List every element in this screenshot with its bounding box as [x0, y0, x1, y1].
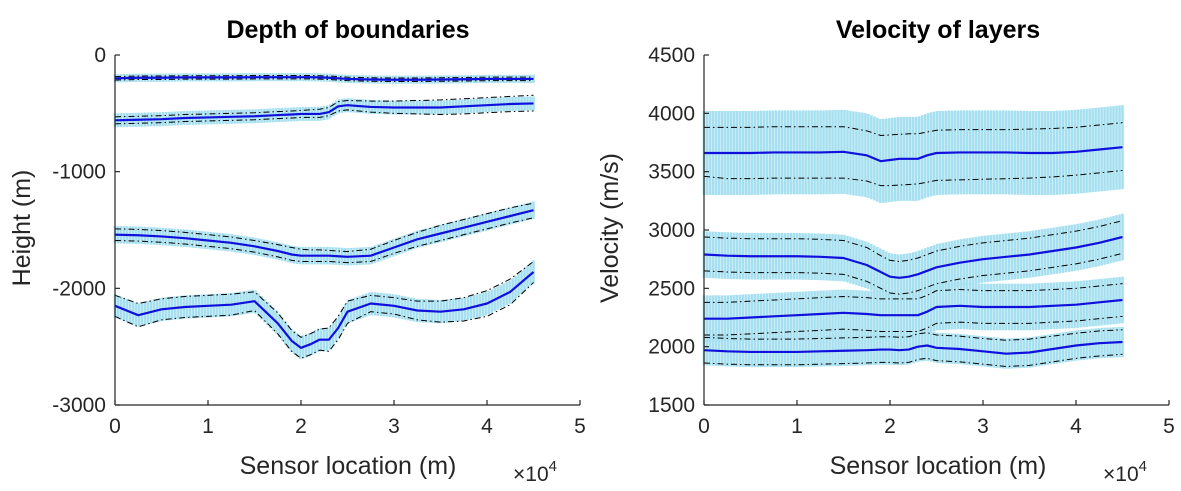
- series-3-lower-bound: [704, 315, 1123, 336]
- x-tick-label: 2: [884, 415, 896, 438]
- series-4-upper-bound: [703, 329, 1123, 341]
- series-2-upper-bound: [703, 220, 1123, 263]
- x-multiplier-exponent: 4: [1139, 458, 1147, 475]
- y-tick-label: 3000: [648, 219, 695, 242]
- x-multiplier: ×104: [513, 458, 557, 486]
- x-multiplier-base: ×10: [1103, 463, 1139, 486]
- series-2-upper-bound: [114, 94, 534, 118]
- series-2-mean-line: [703, 235, 1123, 279]
- series-1-lower-bound: [703, 170, 1123, 187]
- x-multiplier-exponent: 4: [549, 458, 557, 475]
- x-multiplier: ×104: [1103, 458, 1147, 486]
- y-tick-label: 3500: [648, 161, 695, 184]
- series-4-lower-bound: [703, 353, 1123, 368]
- x-tick-label: 1: [791, 415, 803, 438]
- chart-title: Velocity of layers: [836, 16, 1040, 44]
- series-3-mean-line: [114, 209, 534, 258]
- series-1-mean-line: [114, 76, 534, 81]
- uncertainty-band-2: [113, 96, 535, 128]
- y-tick-label: 2000: [648, 336, 695, 359]
- series-4-lower-bound: [114, 282, 534, 359]
- x-tick-label: 2: [295, 415, 307, 438]
- plot-area: [702, 105, 1124, 369]
- y-axis-label: Velocity (m/s): [596, 153, 624, 303]
- x-tick-label: 5: [1163, 415, 1175, 438]
- velocity-of-layers-chart: Velocity of layers Sensor location (m) V…: [596, 16, 1175, 486]
- depth-of-boundaries-chart: Depth of boundaries Sensor location (m) …: [8, 16, 586, 486]
- y-tick-label: -3000: [52, 394, 106, 417]
- uncertainty-band-4: [113, 260, 535, 359]
- series-3-upper-bound: [114, 202, 534, 253]
- series-1-upper-bound: [114, 75, 534, 79]
- y-tick-label: 4500: [648, 44, 695, 67]
- y-axis-label: Height (m): [8, 170, 36, 287]
- series-4-mean-line: [703, 340, 1123, 355]
- series-2-lower-bound: [703, 252, 1123, 295]
- x-axis-label: Sensor location (m): [240, 452, 457, 480]
- y-tick-label: 0: [94, 44, 106, 67]
- x-tick-label: 3: [388, 415, 400, 438]
- x-tick-label: 4: [1070, 415, 1082, 438]
- series-3-upper-bound: [704, 283, 1123, 303]
- x-axis-label: Sensor location (m): [830, 452, 1047, 480]
- series-3-lower-bound: [114, 217, 534, 264]
- y-tick-label: 2500: [648, 277, 695, 300]
- x-tick-label: 0: [698, 415, 710, 438]
- chart-title: Depth of boundaries: [226, 16, 469, 44]
- series-4-mean-line: [114, 271, 535, 349]
- series-2-mean-line: [114, 102, 534, 122]
- x-tick-label: 4: [481, 415, 493, 438]
- x-tick-label: 3: [977, 415, 989, 438]
- series-1-upper-bound: [704, 122, 1123, 137]
- y-tick-label: 1500: [648, 394, 695, 417]
- x-tick-label: 0: [109, 415, 121, 438]
- x-multiplier-base: ×10: [513, 463, 549, 486]
- series-3-mean-line: [704, 298, 1123, 320]
- series-2-lower-bound: [114, 109, 534, 125]
- y-tick-label: -1000: [52, 161, 106, 184]
- y-tick-label: -2000: [52, 277, 106, 300]
- y-tick-label: 4000: [648, 102, 695, 125]
- plot-area: [113, 73, 535, 359]
- series-1-lower-bound: [114, 78, 534, 82]
- x-tick-label: 1: [202, 415, 214, 438]
- series-1-mean-line: [704, 146, 1123, 163]
- uncertainty-band-1: [702, 105, 1124, 204]
- x-tick-label: 5: [574, 415, 586, 438]
